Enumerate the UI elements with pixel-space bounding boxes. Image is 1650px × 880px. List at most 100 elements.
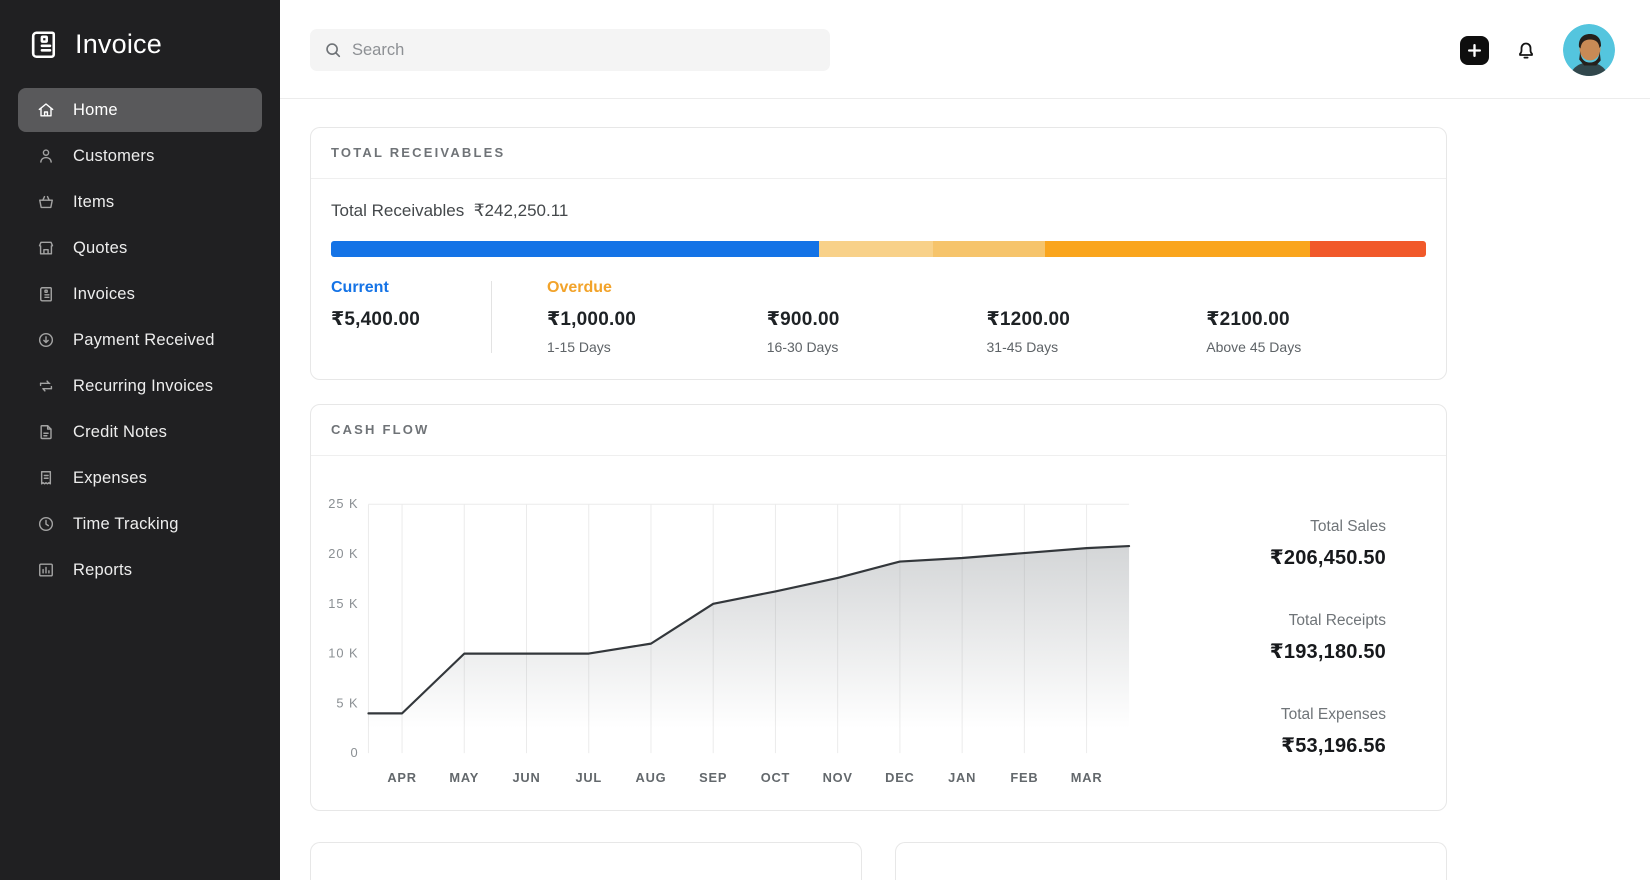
items-basket-icon xyxy=(36,192,56,212)
svg-text:JUL: JUL xyxy=(575,770,602,785)
bucket-period: 1-15 Days xyxy=(547,339,611,355)
sidebar-item-reports[interactable]: Reports xyxy=(18,548,262,592)
current-label: Current xyxy=(331,279,389,296)
expenses-icon xyxy=(36,468,56,488)
receivables-breakdown: Current ₹5,400.00 Overdue ₹1,000.00 1-15… xyxy=(331,279,1426,355)
bucket-period: 16-30 Days xyxy=(766,339,839,355)
sidebar-item-expenses[interactable]: Expenses xyxy=(18,456,262,500)
overdue-label: Overdue xyxy=(547,279,612,296)
stat-label: Total Sales xyxy=(1310,518,1386,535)
bucket-amount: ₹2100.00 xyxy=(1206,309,1290,330)
overdue-bucket-16-30: ₹900.00 16-30 Days xyxy=(767,279,987,355)
vertical-divider xyxy=(491,281,492,353)
bucket-amount: ₹900.00 xyxy=(766,309,840,330)
svg-text:0: 0 xyxy=(350,745,358,760)
total-sales-stat: Total Sales ₹206,450.50 xyxy=(1127,518,1386,570)
sidebar-item-payment-received[interactable]: Payment Received xyxy=(18,318,262,362)
invoices-icon xyxy=(36,284,56,304)
notifications-bell-button[interactable] xyxy=(1513,37,1539,63)
svg-text:AUG: AUG xyxy=(636,770,667,785)
stat-value: ₹53,196.56 xyxy=(1281,735,1386,757)
sidebar-item-label: Time Tracking xyxy=(73,514,179,533)
svg-text:MAR: MAR xyxy=(1071,770,1103,785)
svg-text:SEP: SEP xyxy=(699,770,727,785)
bar-segment-overdue-16-30 xyxy=(933,241,1045,257)
sidebar-item-label: Reports xyxy=(73,560,133,579)
stat-value: ₹206,450.50 xyxy=(1269,547,1386,569)
overdue-columns: Overdue ₹1,000.00 1-15 Days ₹900.00 16-3… xyxy=(492,279,1426,355)
svg-text:JUN: JUN xyxy=(512,770,540,785)
sidebar-item-invoices[interactable]: Invoices xyxy=(18,272,262,316)
sidebar: Invoice Home Customers Items Quotes Invo… xyxy=(0,0,280,880)
sidebar-item-label: Expenses xyxy=(73,468,148,487)
total-receivables-header: TOTAL RECEIVABLES xyxy=(311,128,1446,179)
sidebar-item-customers[interactable]: Customers xyxy=(18,134,262,178)
quotes-storefront-icon xyxy=(36,238,56,258)
partial-card-left xyxy=(310,842,862,880)
stat-label: Total Receipts xyxy=(1288,612,1386,629)
home-icon xyxy=(36,100,56,120)
bottom-cards-row xyxy=(310,842,1447,880)
card-title: CASH FLOW xyxy=(331,422,430,437)
app-title: Invoice xyxy=(75,28,162,59)
sidebar-item-label: Home xyxy=(73,100,118,119)
sidebar-item-home[interactable]: Home xyxy=(18,88,262,132)
bucket-period: Above 45 Days xyxy=(1206,339,1302,355)
cash-flow-header: CASH FLOW xyxy=(311,405,1446,456)
sidebar-item-label: Quotes xyxy=(73,238,128,257)
topbar-actions xyxy=(1460,24,1620,76)
sidebar-item-label: Customers xyxy=(73,146,155,165)
sidebar-item-label: Credit Notes xyxy=(73,422,168,441)
overdue-bucket-31-45: ₹1200.00 31-45 Days xyxy=(987,279,1207,355)
sidebar-item-items[interactable]: Items xyxy=(18,180,262,224)
receivables-summary-label: Total Receivables xyxy=(331,201,465,220)
cash-flow-chart-svg: 25 K 20 K 15 K 10 K 5 K 0 APR MAY JUN JUL AUG SEP OC… xyxy=(328,496,1131,785)
svg-text:DEC: DEC xyxy=(885,770,914,785)
bar-segment-overdue-1-15 xyxy=(819,241,934,257)
payment-received-icon xyxy=(36,330,56,350)
bucket-amount: ₹1,000.00 xyxy=(547,309,636,330)
bar-segment-overdue-31-45 xyxy=(1044,241,1310,257)
app-logo: Invoice xyxy=(18,22,262,88)
cash-flow-chart: 25 K 20 K 15 K 10 K 5 K 0 APR MAY JUN JUL AUG SEP OC… xyxy=(317,470,1131,800)
user-avatar[interactable] xyxy=(1563,24,1615,76)
customers-icon xyxy=(36,146,56,166)
sidebar-item-recurring-invoices[interactable]: Recurring Invoices xyxy=(18,364,262,408)
total-receipts-stat: Total Receipts ₹193,180.50 xyxy=(1127,612,1386,664)
svg-text:25 K: 25 K xyxy=(328,498,358,511)
bar-segment-current xyxy=(331,241,820,257)
partial-card-right xyxy=(895,842,1447,880)
overdue-bucket-1-15: Overdue ₹1,000.00 1-15 Days xyxy=(547,279,767,355)
sidebar-item-label: Payment Received xyxy=(73,330,215,349)
sidebar-item-label: Invoices xyxy=(73,284,136,303)
svg-text:NOV: NOV xyxy=(823,770,853,785)
sidebar-item-credit-notes[interactable]: Credit Notes xyxy=(18,410,262,454)
bucket-amount: ₹1200.00 xyxy=(986,309,1071,330)
stat-value: ₹193,180.50 xyxy=(1269,641,1386,663)
add-button[interactable] xyxy=(1460,35,1489,65)
plus-icon xyxy=(1467,43,1482,57)
cash-flow-stats: Total Sales ₹206,450.50 Total Receipts ₹… xyxy=(1127,470,1446,800)
bar-segment-overdue-45plus xyxy=(1309,241,1426,257)
receivables-aging-bar xyxy=(331,241,1426,257)
recurring-invoices-icon xyxy=(36,376,56,396)
credit-notes-icon xyxy=(36,422,56,442)
search-bar[interactable] xyxy=(310,29,830,71)
total-receivables-body: Total Receivables ₹242,250.11 Current ₹5… xyxy=(311,179,1446,379)
receivables-summary-amount: ₹242,250.11 xyxy=(473,201,569,220)
total-expenses-stat: Total Expenses ₹53,196.56 xyxy=(1127,706,1386,758)
svg-text:20 K: 20 K xyxy=(328,546,358,561)
sidebar-item-label: Items xyxy=(73,192,115,211)
cash-flow-body: 25 K 20 K 15 K 10 K 5 K 0 APR MAY JUN JUL AUG SEP OC… xyxy=(311,456,1446,810)
svg-text:FEB: FEB xyxy=(1010,770,1038,785)
current-column: Current ₹5,400.00 xyxy=(331,279,491,331)
sidebar-item-time-tracking[interactable]: Time Tracking xyxy=(18,502,262,546)
svg-text:5 K: 5 K xyxy=(336,695,358,710)
svg-text:MAY: MAY xyxy=(449,770,479,785)
svg-text:10 K: 10 K xyxy=(328,646,358,661)
cash-flow-card: CASH FLOW 25 K 20 K 15 K 10 K 5 K 0 APR MAY JUN J… xyxy=(310,404,1447,811)
sidebar-item-quotes[interactable]: Quotes xyxy=(18,226,262,270)
search-input[interactable] xyxy=(352,40,816,60)
sidebar-nav: Home Customers Items Quotes Invoices Pay… xyxy=(18,88,262,592)
svg-text:OCT: OCT xyxy=(761,770,790,785)
